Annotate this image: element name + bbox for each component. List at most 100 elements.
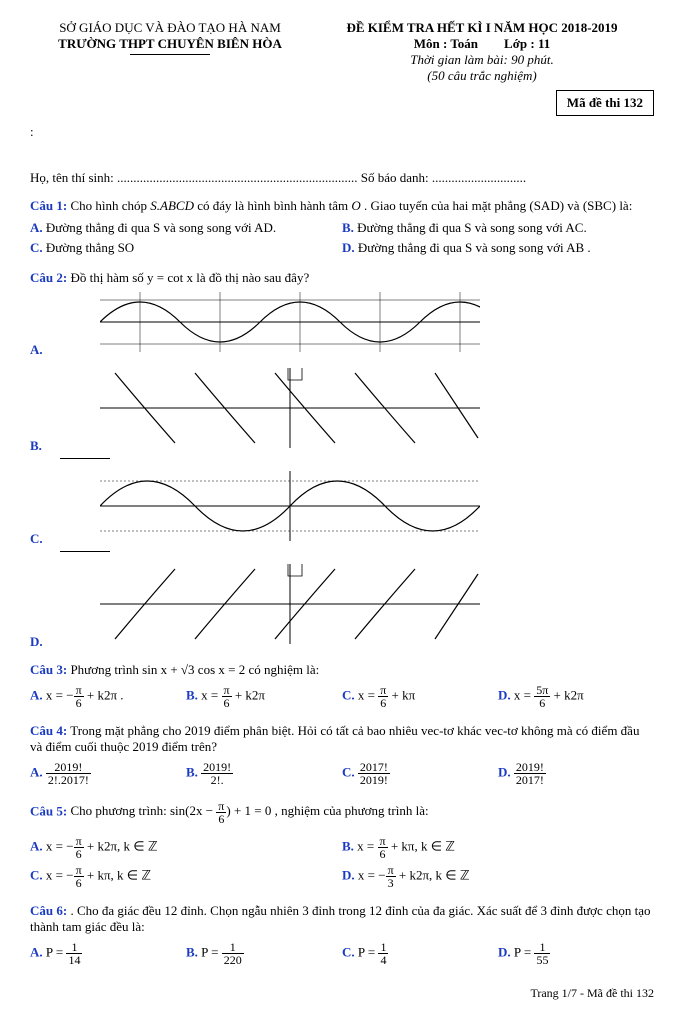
q3a-pre: x = − <box>46 687 74 702</box>
q6-opt-b: B. P = 1220 <box>186 939 342 968</box>
q1-t5: là: <box>619 198 632 213</box>
q5c-den: 6 <box>74 877 84 889</box>
q1-opt-c: C. Đường thẳng SO <box>30 238 342 258</box>
q1-opt-d: D. Đường thẳng đi qua S và song song với… <box>342 238 654 258</box>
q1-d-text: Đường thẳng đi qua S và song song với AB… <box>358 240 591 255</box>
exam-note: (50 câu trắc nghiệm) <box>310 68 654 84</box>
q3a-mid: + k2π . <box>84 687 124 702</box>
q1-t4: và <box>567 198 583 213</box>
q1-t1: Cho hình chóp <box>70 198 150 213</box>
q3b-pre: x = <box>201 687 221 702</box>
q2-graph-d <box>100 564 480 644</box>
q2-graph-b-row: B. <box>30 362 654 454</box>
q4a-den: 2!.2017! <box>46 774 91 786</box>
q1-sbc: (SBC) <box>583 198 616 213</box>
q3d-mid: + k2π <box>550 687 583 702</box>
q1-sad: (SAD) <box>529 198 564 213</box>
underline <box>130 54 210 55</box>
opt-letter-b: B. <box>342 220 354 235</box>
q2-graph-c-row: C. <box>30 465 654 547</box>
opt-letter-c: C. <box>30 240 43 255</box>
id-label: Số báo danh: <box>361 170 429 185</box>
q6c-pre: P = <box>358 944 379 959</box>
q1-o: O <box>351 198 360 213</box>
question-3: Câu 3: Phương trình sin x + √3 cos x = 2… <box>30 662 654 711</box>
q3c-den: 6 <box>378 697 388 709</box>
q6b-num: 1 <box>222 941 244 954</box>
school-name: TRƯỜNG THPT CHUYÊN BIÊN HÒA <box>30 36 310 52</box>
q3b-den: 6 <box>222 697 232 709</box>
colon-marker: : <box>30 124 654 140</box>
q3-opt-c: C. x = π6 + kπ <box>342 682 498 711</box>
q3a-den: 6 <box>74 697 84 709</box>
q6d-pre: P = <box>514 944 535 959</box>
q5-text: Cho phương trình: sin(2x − π6) + 1 = 0 ,… <box>70 803 428 818</box>
q4-a-letter: A. <box>30 764 43 779</box>
q2-b-label: B. <box>30 438 60 454</box>
exam-title: ĐỀ KIỂM TRA HẾT KÌ I NĂM HỌC 2018-2019 <box>310 20 654 36</box>
q6b-den: 220 <box>222 954 244 966</box>
id-dots: ............................. <box>432 170 526 185</box>
q6d-letter: D. <box>498 944 511 959</box>
question-1: Câu 1: Cho hình chóp S.ABCD có đáy là hì… <box>30 198 654 258</box>
q4-opt-a: A. 2019!2!.2017! <box>30 759 186 788</box>
q5c-post: + kπ, k ∈ ℤ <box>84 867 151 882</box>
q2-c-underline <box>60 551 110 552</box>
q5b-letter: B. <box>342 838 354 853</box>
q1-options: A. Đường thẳng đi qua S và song song với… <box>30 218 654 258</box>
class: Lớp : 11 <box>504 36 550 51</box>
q5c-letter: C. <box>30 867 43 882</box>
q4-opt-d: D. 2019!2017! <box>498 759 654 788</box>
q1-sabcd: S.ABCD <box>150 198 194 213</box>
q5d-den: 3 <box>386 877 396 889</box>
q6a-num: 1 <box>66 941 82 954</box>
q4d-den: 2017! <box>514 774 546 786</box>
q6a-pre: P = <box>46 944 67 959</box>
department: SỞ GIÁO DỤC VÀ ĐÀO TẠO HÀ NAM <box>30 20 310 36</box>
q6c-letter: C. <box>342 944 355 959</box>
q4-b-letter: B. <box>186 764 198 779</box>
q2-graph-c <box>100 471 480 541</box>
opt-d: D. <box>498 687 511 702</box>
q4-opt-c: C. 2017!2019! <box>342 759 498 788</box>
q5-label: Câu 5: <box>30 803 67 818</box>
q1-text: Cho hình chóp S.ABCD có đáy là hình bình… <box>70 198 632 213</box>
q6-options: A. P = 114 B. P = 1220 C. P = 14 D. P = … <box>30 939 654 968</box>
q2-label: Câu 2: <box>30 270 67 285</box>
q5d-post: + k2π, k ∈ ℤ <box>396 867 470 882</box>
q1-opt-a: A. Đường thẳng đi qua S và song song với… <box>30 218 342 238</box>
q4c-den: 2019! <box>358 774 390 786</box>
exam-code-box: Mã đề thi 132 <box>556 90 654 116</box>
q2-a-label: A. <box>30 342 60 358</box>
q6b-letter: B. <box>186 944 198 959</box>
q3-opt-d: D. x = 5π6 + k2π <box>498 682 654 711</box>
opt-letter-d: D. <box>342 240 355 255</box>
q5c-pre: x = − <box>46 867 74 882</box>
question-4: Câu 4: Trong mặt phẳng cho 2019 điểm phâ… <box>30 723 654 788</box>
q5a-post: + k2π, k ∈ ℤ <box>84 838 158 853</box>
q1-label: Câu 1: <box>30 198 67 213</box>
q6-opt-a: A. P = 114 <box>30 939 186 968</box>
q5-opt-a: A. x = −π6 + k2π, k ∈ ℤ <box>30 833 342 862</box>
q2-d-label: D. <box>30 634 60 650</box>
q3-opt-a: A. x = −π6 + k2π . <box>30 682 186 711</box>
q6-text: . Cho đa giác đều 12 đỉnh. Chọn ngẫu nhi… <box>30 903 650 934</box>
q2-graph-a-row: A. <box>30 286 654 358</box>
q6c-den: 4 <box>378 954 388 966</box>
question-2: Câu 2: Đồ thị hàm số y = cot x là đồ thị… <box>30 270 654 286</box>
q6c-num: 1 <box>378 941 388 954</box>
q5d-pre: x = − <box>358 867 386 882</box>
q3-opt-b: B. x = π6 + k2π <box>186 682 342 711</box>
q4-d-letter: D. <box>498 764 511 779</box>
name-label: Họ, tên thí sinh: <box>30 170 114 185</box>
q1-b-text: Đường thẳng đi qua S và song song với AC… <box>357 220 587 235</box>
opt-b: B. <box>186 687 198 702</box>
header-right: ĐỀ KIỂM TRA HẾT KÌ I NĂM HỌC 2018-2019 M… <box>310 20 654 116</box>
q2-graph-a <box>100 292 480 352</box>
q1-t3: . Giao tuyến của hai mặt phẳng <box>364 198 529 213</box>
q6b-pre: P = <box>201 944 222 959</box>
opt-c: C. <box>342 687 355 702</box>
q5d-letter: D. <box>342 867 355 882</box>
q6d-den: 55 <box>534 954 550 966</box>
opt-a: A. <box>30 687 43 702</box>
